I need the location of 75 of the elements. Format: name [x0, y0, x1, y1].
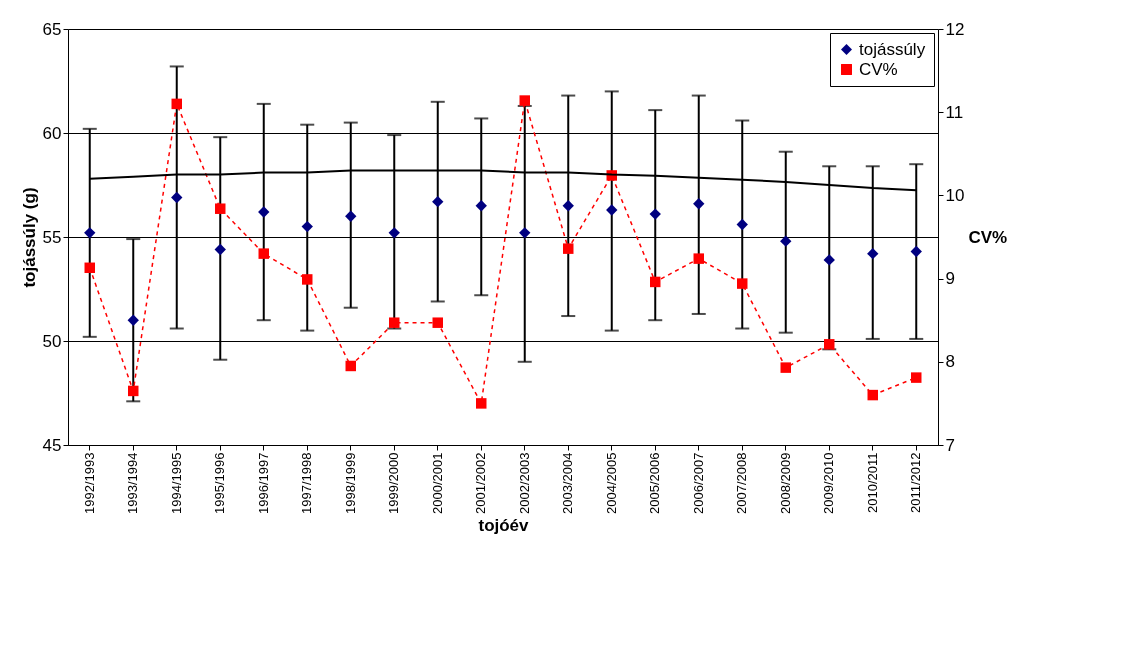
point [345, 360, 356, 372]
point [476, 398, 487, 409]
point [128, 385, 139, 397]
x-tick-label: 2003/2004 [560, 452, 576, 514]
y-tick-label: 65 [42, 19, 62, 39]
point [432, 195, 444, 208]
point [606, 204, 618, 216]
point [911, 372, 922, 383]
point [171, 191, 183, 204]
point [824, 339, 835, 350]
x-tick-label: 1994/1995 [168, 452, 184, 514]
point [171, 98, 182, 110]
x-tick-label: 2005/2006 [647, 452, 663, 514]
legend-label: CV% [859, 59, 898, 79]
point [650, 276, 661, 288]
point [258, 206, 270, 218]
point [84, 262, 95, 274]
point [693, 253, 704, 264]
point [389, 317, 400, 328]
x-tick-label: 2010/2011 [864, 452, 880, 513]
x-axis-title: tojóév [478, 515, 530, 535]
point [910, 245, 922, 258]
x-tick-label: 2001/2002 [473, 452, 489, 514]
y2-tick-label: 10 [945, 185, 965, 205]
y2-tick-label: 11 [945, 102, 964, 122]
point [388, 227, 400, 239]
x-tick-label: 1995/1996 [212, 452, 228, 514]
y2-tick-label: 9 [945, 269, 955, 289]
point [345, 210, 357, 222]
point [562, 200, 574, 212]
y-axis-title: tojássúly (g) [19, 187, 39, 288]
y-tick-label: 50 [42, 331, 62, 351]
x-tick-label: 1997/1998 [299, 452, 315, 514]
y2-tick-label: 12 [945, 19, 965, 39]
x-tick-label: 2002/2003 [516, 452, 532, 514]
point [563, 243, 574, 254]
x-tick-label: 1993/1994 [125, 452, 141, 514]
y2-tick-label: 8 [945, 352, 955, 372]
x-tick-label: 1996/1997 [255, 452, 271, 514]
point [127, 314, 139, 326]
point [84, 227, 96, 239]
point [693, 198, 705, 210]
x-tick-label: 2007/2008 [734, 452, 750, 514]
point [475, 200, 487, 212]
point [214, 243, 226, 256]
x-tick-label: 1999/2000 [386, 452, 402, 514]
x-tick-label: 2004/2005 [603, 452, 619, 514]
point [258, 248, 269, 259]
x-tick-label: 1992/1993 [81, 452, 97, 514]
point [519, 227, 531, 239]
x-tick-label: 1998/1999 [342, 452, 358, 514]
point [736, 218, 748, 231]
y2-tick-label: 7 [945, 435, 955, 455]
y-tick-label: 45 [42, 435, 62, 455]
x-tick-label: 2009/2010 [821, 452, 837, 514]
point [780, 362, 791, 373]
point [780, 235, 792, 247]
legend-label: tojássúly [859, 39, 926, 59]
x-tick-label: 2000/2001 [429, 452, 445, 514]
point [432, 317, 443, 328]
y-tick-label: 60 [42, 123, 62, 143]
point [215, 203, 226, 214]
point [823, 254, 835, 266]
point [867, 389, 878, 401]
y-tick-label: 55 [42, 227, 62, 247]
x-tick-label: 2006/2007 [690, 452, 706, 514]
point [737, 278, 748, 289]
point [519, 95, 530, 106]
x-tick-label: 2011/2012 [908, 452, 924, 513]
y2-axis-title: CV% [968, 227, 1008, 247]
point [867, 247, 879, 260]
point [302, 274, 313, 285]
point [301, 220, 313, 233]
x-tick-label: 2008/2009 [777, 452, 793, 514]
point [649, 208, 661, 220]
